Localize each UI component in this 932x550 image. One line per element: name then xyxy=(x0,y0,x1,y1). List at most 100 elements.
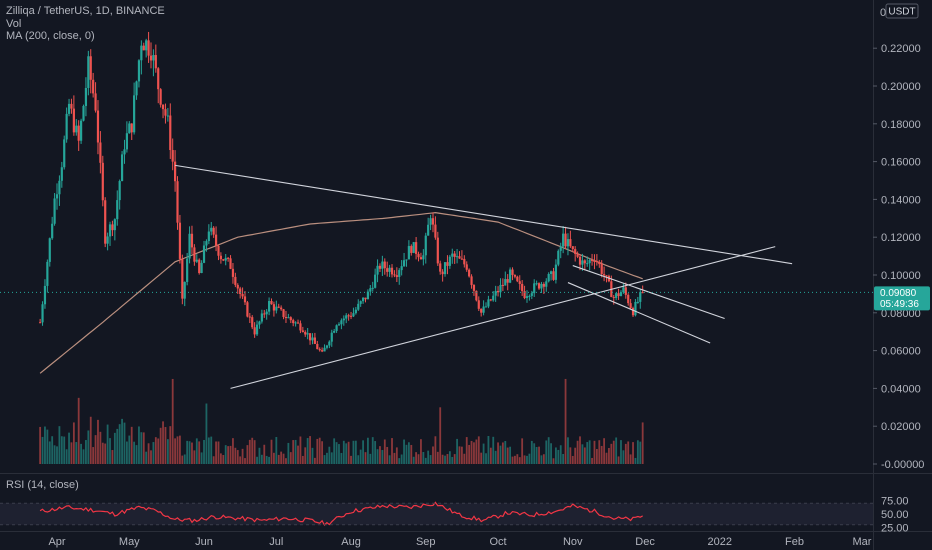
ascending-support-line xyxy=(230,246,776,389)
volume-bar xyxy=(297,445,299,464)
volume-bar xyxy=(545,440,548,464)
volume-bar xyxy=(410,444,413,464)
volume-bar xyxy=(542,454,545,464)
volume-bar xyxy=(145,451,148,464)
candle-body xyxy=(412,242,415,253)
candle-body xyxy=(39,322,42,324)
price-tick-label: 0.18000 xyxy=(881,119,921,131)
candle-body xyxy=(475,290,478,301)
candle-body xyxy=(390,267,394,275)
symbol-legend[interactable]: Zilliqa / TetherUS, 1D, BINANCE xyxy=(6,5,165,17)
volume-bar xyxy=(352,440,355,464)
volume-bar xyxy=(586,442,589,464)
volume-bar xyxy=(97,419,99,464)
candle-body xyxy=(619,292,623,297)
time-label: May xyxy=(119,536,140,548)
candle-body xyxy=(120,154,124,182)
candle-body xyxy=(504,279,507,286)
volume-legend[interactable]: Vol xyxy=(6,18,22,30)
candle-body xyxy=(460,258,464,260)
volume-bar xyxy=(171,378,174,464)
candle-body xyxy=(92,79,95,94)
volume-bar xyxy=(432,446,434,464)
volume-bar xyxy=(632,442,634,464)
volume-bar xyxy=(229,445,232,464)
ma-legend[interactable]: MA (200, close, 0) xyxy=(6,30,95,42)
volume-bar xyxy=(350,455,352,464)
candle-body xyxy=(188,233,191,259)
time-label: Feb xyxy=(785,536,804,548)
candle-body xyxy=(301,330,304,332)
candle-body xyxy=(347,315,350,317)
volume-bar xyxy=(285,458,287,464)
volume-bar xyxy=(92,447,95,464)
volume-bar xyxy=(407,442,410,464)
volume-bar xyxy=(75,442,78,464)
volume-bar xyxy=(265,455,268,464)
volume-bar xyxy=(260,454,263,464)
volume-bar xyxy=(203,439,205,464)
volume-bar xyxy=(56,446,58,464)
rsi-line xyxy=(39,501,643,527)
volume-bar xyxy=(364,452,367,464)
volume-bar xyxy=(87,430,90,464)
volume-bar xyxy=(121,418,123,464)
candle-body xyxy=(87,56,90,88)
candle-body xyxy=(48,238,51,262)
volume-bar xyxy=(612,440,615,464)
volume-bar xyxy=(181,455,184,464)
volume-bar xyxy=(328,446,331,464)
candle-body xyxy=(125,133,128,150)
volume-bar xyxy=(191,442,193,464)
volume-bar xyxy=(559,445,562,464)
candle-body xyxy=(549,271,553,274)
candle-body xyxy=(506,279,509,283)
candle-body xyxy=(612,297,615,299)
volume-bar xyxy=(552,458,555,464)
volume-bar xyxy=(429,455,432,464)
candle-body xyxy=(53,198,56,224)
volume-bar xyxy=(123,422,126,464)
candle-body xyxy=(306,333,309,335)
candle-body xyxy=(99,142,102,163)
volume-bar xyxy=(569,447,572,464)
rsi-legend[interactable]: RSI (14, close) xyxy=(6,479,79,491)
candle-body xyxy=(277,306,280,308)
volume-bar xyxy=(162,421,164,464)
candle-body xyxy=(400,266,403,271)
volume-bar xyxy=(41,436,44,464)
price-tick-label: 0.14000 xyxy=(881,194,921,206)
candle-body xyxy=(313,337,316,344)
candle-body xyxy=(641,292,644,294)
volume-bar xyxy=(603,438,606,464)
candle-body xyxy=(631,308,635,316)
volume-bar xyxy=(60,436,63,464)
volume-bar xyxy=(323,455,326,464)
volume-bar xyxy=(287,442,290,464)
volume-bar xyxy=(506,447,509,464)
candle-body xyxy=(393,274,396,276)
volume-bar xyxy=(215,441,217,464)
volume-bar xyxy=(533,443,536,464)
volume-bar xyxy=(627,441,630,464)
ma200-line xyxy=(39,211,643,374)
time-label: Sep xyxy=(416,536,436,548)
candle-body xyxy=(480,308,483,313)
volume-bar xyxy=(130,426,133,464)
candle-body xyxy=(186,258,189,282)
candle-body xyxy=(513,274,517,277)
candle-body xyxy=(116,200,119,220)
candle-body xyxy=(183,281,186,299)
volume-bar xyxy=(46,429,49,464)
volume-bar xyxy=(371,437,374,464)
candle-body xyxy=(195,259,198,262)
volume-bar xyxy=(379,446,381,464)
candle-body xyxy=(595,261,598,263)
candle-body xyxy=(173,161,177,182)
price-tick-label: 0.16000 xyxy=(881,157,921,169)
volume-bar xyxy=(195,438,198,464)
candle-body xyxy=(484,306,488,308)
candle-body xyxy=(178,222,182,259)
candle-body xyxy=(386,268,389,272)
